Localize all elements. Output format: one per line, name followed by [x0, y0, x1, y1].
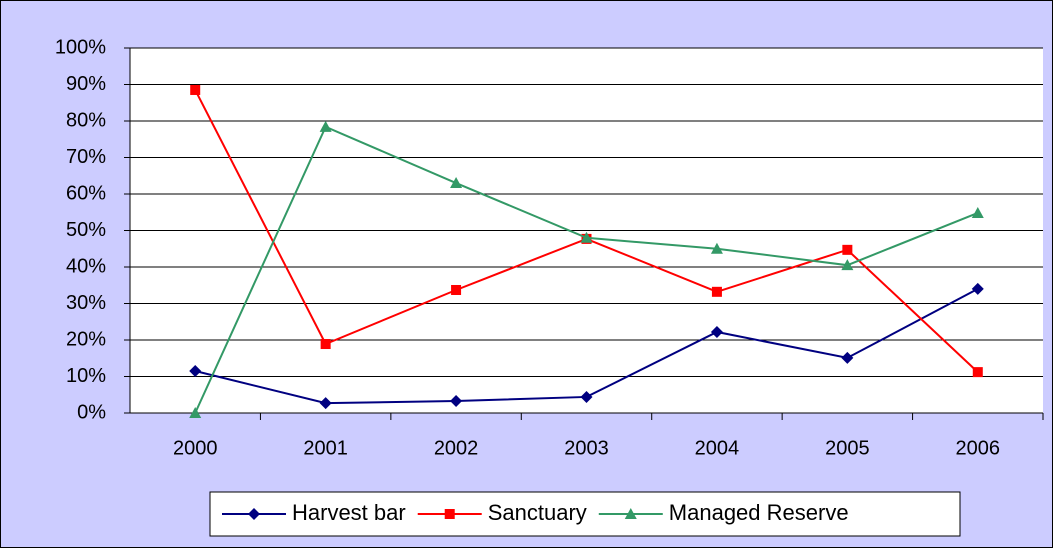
marker — [710, 242, 723, 254]
legend-label: Sanctuary — [488, 500, 587, 525]
marker — [320, 339, 331, 350]
y-tick-label: 70% — [66, 146, 106, 168]
marker — [189, 365, 202, 378]
marker — [711, 286, 722, 297]
y-tick-label: 60% — [66, 182, 106, 204]
marker — [450, 394, 463, 407]
legend-label: Managed Reserve — [669, 500, 849, 525]
marker — [972, 367, 983, 378]
marker — [841, 351, 854, 364]
x-tick-label: 2005 — [825, 437, 870, 459]
x-tick-label: 2004 — [695, 437, 740, 459]
marker — [624, 508, 637, 519]
x-tick-label: 2006 — [956, 437, 1001, 459]
y-tick-label: 10% — [66, 365, 106, 387]
y-tick-label: 80% — [66, 109, 106, 131]
marker — [190, 84, 201, 95]
marker — [451, 284, 462, 295]
y-tick-label: 20% — [66, 328, 106, 350]
marker — [841, 259, 854, 271]
marker — [580, 231, 593, 243]
y-tick-label: 100% — [55, 36, 106, 58]
marker — [319, 397, 332, 410]
marker — [248, 508, 260, 520]
marker — [710, 325, 723, 338]
marker — [971, 282, 984, 295]
x-tick-label: 2001 — [303, 437, 348, 459]
x-tick-label: 2000 — [173, 437, 218, 459]
marker — [580, 390, 593, 403]
marker — [444, 509, 455, 519]
marker — [189, 407, 202, 418]
marker — [842, 244, 853, 255]
y-tick-label: 50% — [66, 219, 106, 241]
y-tick-label: 0% — [77, 401, 106, 423]
y-tick-label: 90% — [66, 73, 106, 95]
marker — [319, 120, 332, 132]
x-tick-label: 2003 — [564, 437, 609, 459]
marker — [450, 177, 463, 189]
legend-box — [209, 491, 961, 537]
marker — [971, 206, 984, 218]
legend-label: Harvest bar — [292, 500, 406, 525]
y-tick-label: 30% — [66, 292, 106, 314]
x-tick-label: 2002 — [434, 437, 479, 459]
y-tick-label: 40% — [66, 255, 106, 277]
